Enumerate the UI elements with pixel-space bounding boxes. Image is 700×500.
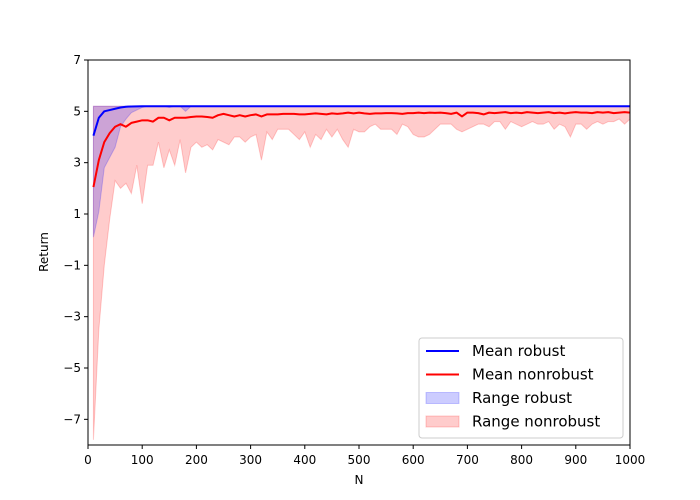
mean-lines bbox=[92, 105, 630, 188]
y-axis-label: Return bbox=[37, 232, 51, 272]
x-tick-label: 200 bbox=[185, 453, 208, 467]
legend-box bbox=[418, 337, 624, 439]
x-tick-label: 900 bbox=[564, 453, 587, 467]
y-tick-label: −3 bbox=[63, 310, 81, 324]
x-tick-label: 800 bbox=[510, 453, 533, 467]
y-tick-label: 1 bbox=[73, 207, 81, 221]
x-tick-label: 500 bbox=[348, 453, 371, 467]
x-tick-label: 300 bbox=[239, 453, 262, 467]
x-axis-ticks: 0 100 200 300 400 500 600 700 800 900 1000 bbox=[84, 445, 645, 467]
mean-robust-legend-label: Mean robust bbox=[472, 342, 565, 360]
y-tick-label: 5 bbox=[73, 104, 81, 118]
range-robust-legend-swatch bbox=[425, 392, 460, 404]
mean-robust-line bbox=[92, 105, 630, 137]
range-robust-legend-label: Range robust bbox=[472, 389, 572, 407]
y-tick-label: −7 bbox=[63, 412, 81, 426]
y-tick-label: −5 bbox=[63, 361, 81, 375]
y-tick-label: −1 bbox=[63, 258, 81, 272]
legend: Mean robust Mean nonrobust Range robust Ran… bbox=[418, 337, 624, 439]
mean-nonrobust-line bbox=[92, 111, 630, 188]
y-tick-label: 3 bbox=[73, 156, 81, 170]
x-tick-label: 0 bbox=[84, 453, 92, 467]
y-axis-ticks: −7 −5 −3 −1 1 3 5 7 bbox=[63, 53, 88, 426]
mean-nonrobust-legend-label: Mean nonrobust bbox=[472, 366, 594, 384]
x-tick-label: 400 bbox=[293, 453, 316, 467]
x-tick-label: 1000 bbox=[615, 453, 646, 467]
range-nonrobust-legend-label: Range nonrobust bbox=[472, 413, 600, 431]
x-axis-label: N bbox=[355, 473, 364, 487]
x-tick-label: 100 bbox=[131, 453, 154, 467]
y-tick-label: 7 bbox=[73, 53, 81, 67]
range-nonrobust-legend-swatch bbox=[425, 415, 460, 428]
x-tick-label: 700 bbox=[456, 453, 479, 467]
x-tick-label: 600 bbox=[402, 453, 425, 467]
